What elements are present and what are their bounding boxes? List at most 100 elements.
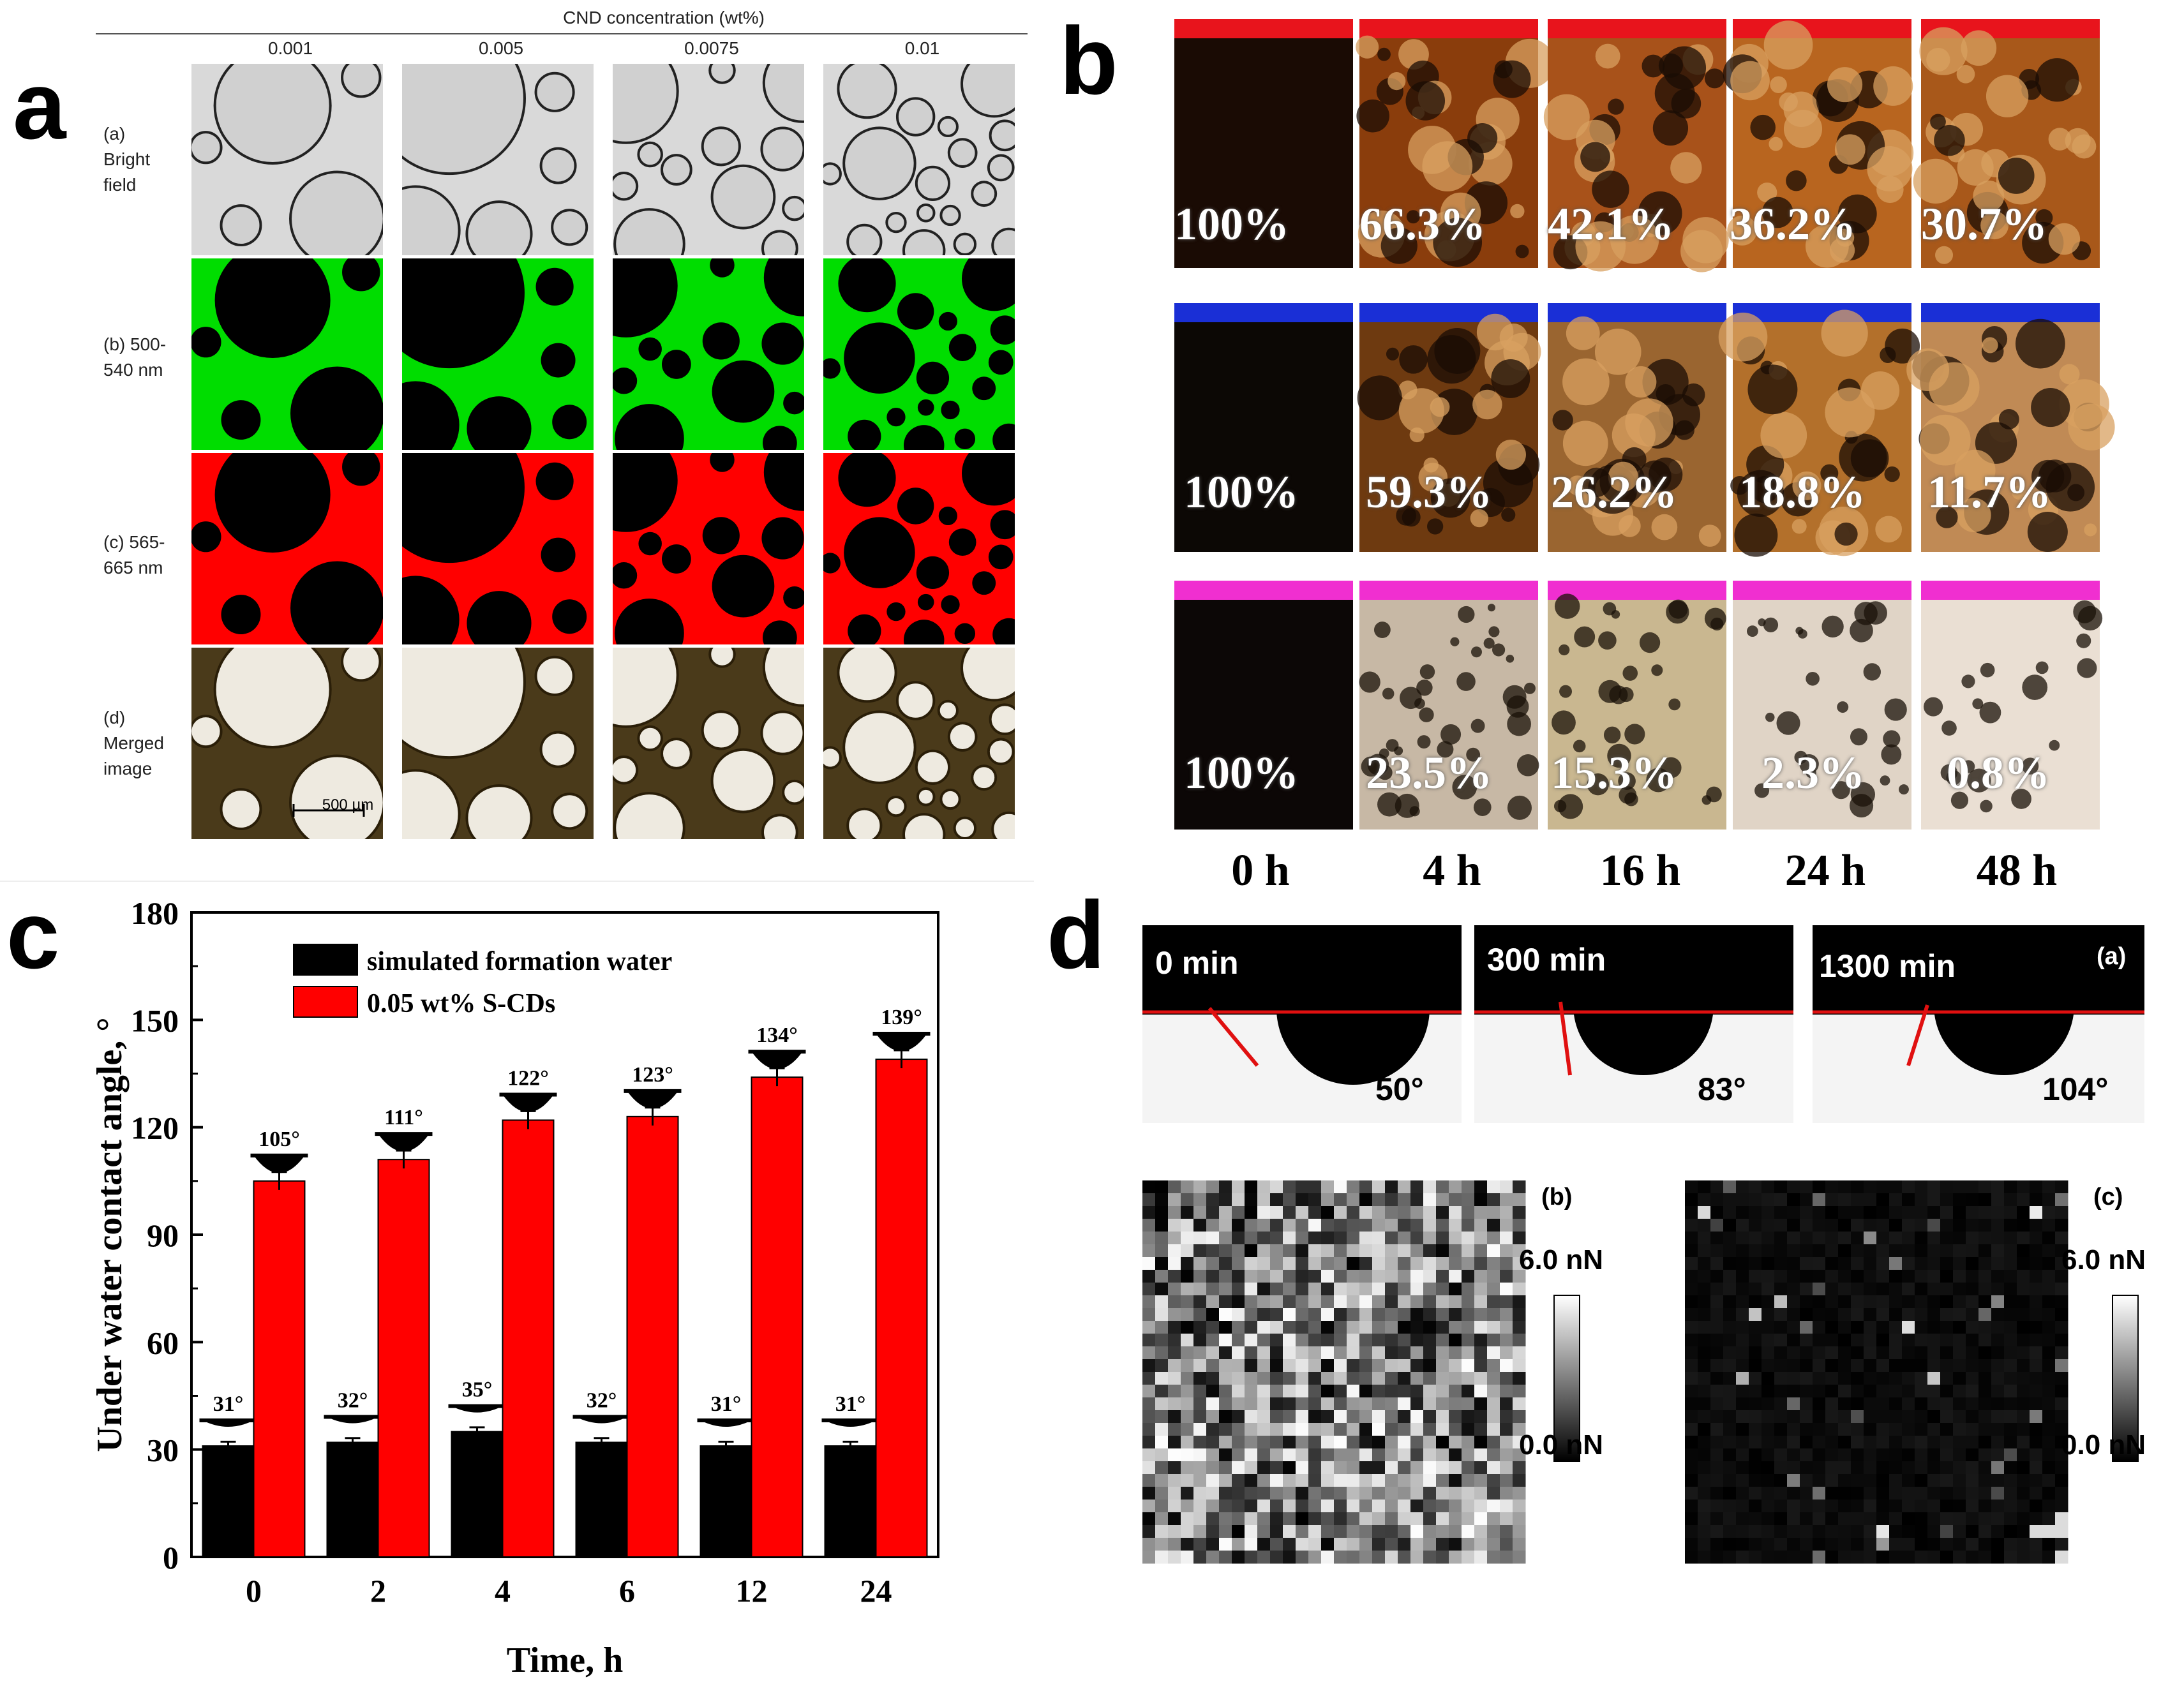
force-pixel-c — [1991, 1525, 2005, 1538]
force-pixel-c — [1991, 1551, 2005, 1564]
force-pixel-c — [1761, 1397, 1775, 1411]
force-pixel-b — [1385, 1206, 1398, 1219]
blob — [1493, 60, 1531, 98]
force-pixel-b — [1257, 1180, 1271, 1194]
blob — [1619, 687, 1634, 703]
header-rule — [96, 33, 1028, 34]
force-pixel-b — [1142, 1500, 1156, 1513]
force-pixel-c — [1800, 1219, 1813, 1232]
force-pixel-c — [1761, 1180, 1775, 1194]
force-pixel-c — [2004, 1474, 2017, 1487]
force-pixel-b — [1334, 1219, 1347, 1232]
force-pixel-b — [1168, 1295, 1181, 1309]
force-pixel-c — [2042, 1346, 2056, 1360]
force-pixel-b — [1385, 1538, 1398, 1551]
force-pixel-b — [1513, 1397, 1526, 1411]
blob — [1820, 464, 1839, 482]
droplet — [844, 322, 915, 394]
force-pixel-b — [1181, 1321, 1194, 1334]
force-pixel-c — [1889, 1372, 1903, 1385]
force-pixel-c — [1876, 1257, 1890, 1270]
blob — [1779, 92, 1798, 112]
force-pixel-b — [1296, 1206, 1309, 1219]
force-pixel-c — [1761, 1283, 1775, 1296]
force-pixel-c — [1749, 1410, 1762, 1424]
force-pixel-c — [1825, 1372, 1839, 1385]
force-pixel-c — [1991, 1500, 2005, 1513]
force-pixel-c — [1774, 1551, 1788, 1564]
force-pixel-c — [1940, 1270, 1954, 1283]
force-pixel-c — [1800, 1244, 1813, 1258]
force-pixel-b — [1436, 1385, 1449, 1398]
force-pixel-b — [1436, 1321, 1449, 1334]
force-pixel-c — [2017, 1321, 2030, 1334]
blob — [1769, 137, 1783, 151]
force-pixel-c — [1889, 1385, 1903, 1398]
force-pixel-b — [1270, 1487, 1283, 1500]
force-pixel-b — [1372, 1180, 1386, 1194]
force-pixel-b — [1296, 1448, 1309, 1462]
droplet — [613, 368, 638, 394]
force-pixel-c — [1902, 1232, 1915, 1245]
force-pixel-b — [1449, 1219, 1462, 1232]
droplet — [465, 784, 533, 839]
force-pixel-b — [1398, 1206, 1411, 1219]
force-pixel-c — [1889, 1423, 1903, 1436]
blob — [1555, 593, 1580, 619]
force-pixel-b — [1308, 1321, 1322, 1334]
force-pixel-c — [1774, 1295, 1788, 1309]
force-pixel-b — [1474, 1295, 1488, 1309]
force-pixel-c — [1851, 1525, 1864, 1538]
force-pixel-c — [1723, 1283, 1737, 1296]
force-pixel-b — [1257, 1512, 1271, 1526]
force-pixel-c — [1953, 1232, 1966, 1245]
force-pixel-c — [1825, 1448, 1839, 1462]
force-pixel-c — [2004, 1244, 2017, 1258]
force-pixel-b — [1181, 1448, 1194, 1462]
force-pixel-b — [1206, 1525, 1220, 1538]
force-pixel-c — [1966, 1321, 1979, 1334]
blob — [1456, 672, 1476, 691]
droplet-icon — [502, 1094, 554, 1112]
force-pixel-c — [1927, 1372, 1941, 1385]
blob — [1765, 712, 1775, 722]
force-pixel-b — [1423, 1308, 1437, 1321]
force-pixel-c — [1876, 1372, 1890, 1385]
force-pixel-b — [1168, 1385, 1181, 1398]
force-pixel-c — [1915, 1308, 1928, 1321]
droplet — [915, 165, 951, 201]
blob — [1761, 197, 1793, 228]
force-pixel-b — [1142, 1257, 1156, 1270]
legend-swatch — [293, 986, 358, 1018]
force-pixel-b — [1359, 1461, 1373, 1475]
bar-scds — [502, 1119, 555, 1558]
force-pixel-c — [1864, 1244, 1877, 1258]
force-pixel-c — [1991, 1308, 2005, 1321]
force-pixel-b — [1423, 1232, 1437, 1245]
force-pixel-b — [1500, 1551, 1513, 1564]
force-pixel-c — [1953, 1244, 1966, 1258]
droplet — [342, 453, 380, 486]
blob — [2012, 486, 2026, 500]
force-pixel-b — [1257, 1232, 1271, 1245]
force-pixel-c — [1978, 1487, 1992, 1500]
force-pixel-c — [1991, 1321, 2005, 1334]
force-pixel-c — [1787, 1334, 1800, 1347]
force-pixel-c — [1685, 1295, 1698, 1309]
force-pixel-b — [1334, 1283, 1347, 1296]
force-pixel-c — [1749, 1436, 1762, 1449]
droplet — [886, 407, 906, 427]
force-pixel-b — [1257, 1487, 1271, 1500]
force-pixel-c — [1787, 1244, 1800, 1258]
blob — [1674, 420, 1694, 440]
blob — [1515, 244, 1529, 258]
force-pixel-c — [1864, 1321, 1877, 1334]
force-pixel-c — [1698, 1219, 1711, 1232]
blob — [1821, 309, 1868, 357]
force-pixel-c — [2017, 1270, 2030, 1283]
force-pixel-c — [1774, 1448, 1788, 1462]
droplet — [903, 620, 945, 644]
force-pixel-b — [1283, 1321, 1296, 1334]
force-pixel-c — [1851, 1308, 1864, 1321]
force-pixel-b — [1308, 1436, 1322, 1449]
